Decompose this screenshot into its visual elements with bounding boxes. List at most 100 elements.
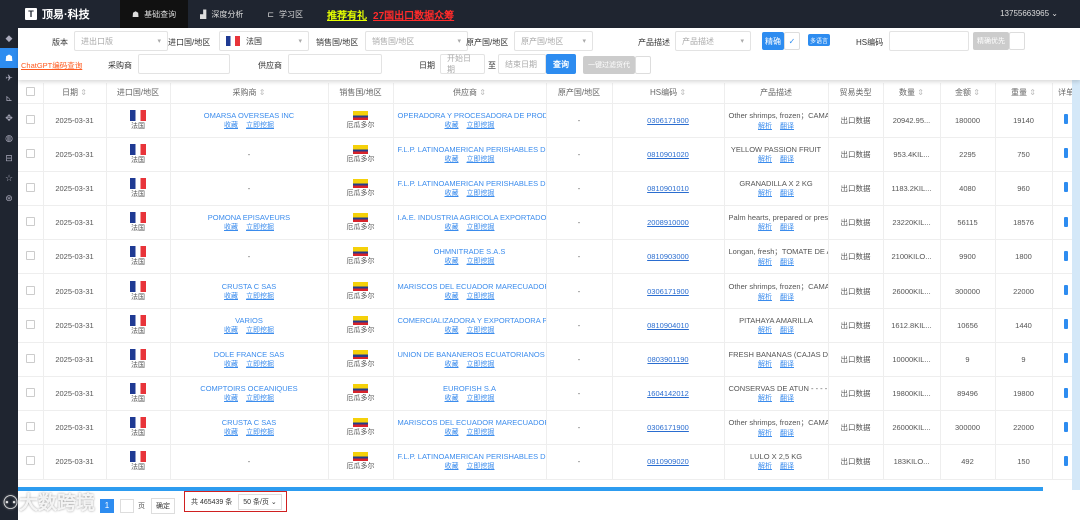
checkbox[interactable] [25,319,35,329]
favorite-link[interactable]: 收藏 [444,121,459,129]
favorite-link[interactable]: 收藏 [444,155,459,163]
exact-first-toggle[interactable]: 精确优先 [973,32,1009,50]
translate-link[interactable]: 翻译 [780,463,794,471]
mine-link[interactable]: 立即挖掘 [466,189,495,197]
user-search-icon[interactable]: ☗ [0,48,18,68]
favorite-link[interactable]: 收藏 [224,121,238,129]
detail-button[interactable] [1064,148,1068,159]
nav-basic-query[interactable]: ☗ 基础查询 [120,0,189,28]
detail-button[interactable] [1064,387,1068,398]
supplier-input[interactable] [288,54,382,74]
column-header[interactable]: 采购商 ⇕ [170,83,329,104]
mine-link[interactable]: 立即挖掘 [246,292,274,300]
hs-code-link[interactable]: 0810903000 [647,252,689,262]
chart-icon[interactable]: ⊾ [5,92,13,103]
page-size-select[interactable]: 50 条/页 ⌄ [238,493,282,510]
origin-country-select[interactable]: 原产国/地区 ▾ [514,31,593,51]
favorite-link[interactable]: 收藏 [444,395,459,403]
favorite-link[interactable]: 收藏 [224,395,238,403]
supplier-link[interactable]: OHMNITRADE S.A.S [433,247,506,257]
column-header[interactable]: 日期 ⇕ [43,83,107,104]
mine-link[interactable]: 立即挖掘 [246,395,274,403]
page-1-button[interactable]: 1 [100,498,114,513]
import-country-select[interactable]: 法国 ▾ [219,31,309,51]
end-date-input[interactable]: 结束日期 [498,54,546,74]
sort-icon[interactable]: ⇕ [258,88,266,98]
supplier-link[interactable]: OPERADORA Y PROCESADORA DE PRODUCTOS [397,110,546,120]
buyer-link[interactable]: CRUSTA C SAS [221,418,277,428]
buyer-link[interactable]: VARIOS [235,315,263,325]
detail-button[interactable] [1064,114,1068,125]
checkbox[interactable] [25,456,35,466]
column-header[interactable]: 数量 ⇕ [883,83,941,104]
buyer-link[interactable]: OMARSA OVERSEAS INC [203,110,295,120]
mine-link[interactable]: 立即挖掘 [246,121,274,129]
user-menu[interactable]: 13755663965 ⌄ [1000,9,1058,18]
nav-deep-analysis[interactable]: ▟ 深度分析 [188,0,255,28]
buyer-link[interactable]: DOLE FRANCE SAS [213,349,285,359]
checkbox[interactable] [25,87,35,97]
checkbox[interactable] [25,148,35,158]
confirm-button[interactable]: 确定 [151,497,175,514]
supplier-link[interactable]: F.L.P. LATINOAMERICAN PERISHABLES DEL [397,178,546,188]
sort-icon[interactable]: ⇕ [80,88,87,98]
mine-link[interactable]: 立即挖掘 [246,429,274,437]
checkbox[interactable] [25,114,35,124]
sales-country-select[interactable]: 销售国/地区 ▾ [365,31,468,51]
side-expand-panel[interactable] [1072,80,1080,490]
hs-code-link[interactable]: 0810904010 [647,320,689,330]
mine-link[interactable]: 立即挖掘 [246,326,274,334]
parse-link[interactable]: 解析 [758,189,772,197]
checkbox[interactable] [25,353,35,363]
header-select-all[interactable] [18,83,44,104]
favorite-link[interactable]: 收藏 [444,326,459,334]
parse-link[interactable]: 解析 [758,326,772,334]
mine-link[interactable]: 立即挖掘 [466,326,495,334]
product-desc-select[interactable]: 产品描述 ▾ [675,31,751,51]
promo-referral-link[interactable]: 推荐有礼 [327,10,368,22]
handshake-icon[interactable]: ✥ [5,112,13,123]
mine-link[interactable]: 立即挖掘 [466,155,495,163]
favorite-link[interactable]: 收藏 [444,292,459,300]
detail-button[interactable] [1064,353,1068,364]
cube-icon[interactable]: ◆ [5,32,13,43]
parse-link[interactable]: 解析 [758,122,772,130]
search-button[interactable]: 查询 [546,54,576,74]
plane-icon[interactable]: ✈ [5,72,13,83]
column-header[interactable]: 重量 ⇕ [995,83,1053,104]
favorite-link[interactable]: 收藏 [224,292,238,300]
parse-link[interactable]: 解析 [758,360,772,368]
sort-icon[interactable]: ⇕ [679,88,687,98]
hs-code-link[interactable]: 0810909020 [647,457,689,467]
exact-toggle[interactable]: 精确 [762,32,784,50]
supplier-link[interactable]: I.A.E. INDUSTRIA AGRICOLA EXPORTADORA [397,213,546,223]
favorite-link[interactable]: 收藏 [444,224,459,232]
mine-link[interactable]: 立即挖掘 [466,395,495,403]
mine-link[interactable]: 立即挖掘 [466,360,495,368]
favorite-link[interactable]: 收藏 [444,360,459,368]
buyer-link[interactable]: COMPTOIRS OCEANIQUES [200,384,298,394]
buyer-link[interactable]: POMONA EPISAVEURS [207,213,291,223]
checkbox[interactable] [25,388,35,398]
translate-link[interactable]: 翻译 [780,259,794,267]
hs-code-input[interactable] [889,31,969,51]
promo-crowdfund-link[interactable]: 27国出口数据众筹 [373,10,455,22]
supplier-link[interactable]: COMERCIALIZADORA Y EXPORTADORA PI [397,315,546,325]
translate-link[interactable]: 翻译 [780,189,794,197]
sort-icon[interactable]: ⇕ [973,88,980,98]
sort-icon[interactable]: ⇕ [479,88,486,98]
parse-link[interactable]: 解析 [758,463,772,471]
translate-link[interactable]: 翻译 [780,224,794,232]
detail-button[interactable] [1064,421,1068,432]
detail-button[interactable] [1064,216,1068,227]
hs-code-link[interactable]: 0810901010 [647,183,689,193]
supplier-link[interactable]: F.L.P. LATINOAMERICAN PERISHABLES DEL [397,452,546,462]
chatgpt-code-link[interactable]: ChatGPT编码查询 [21,61,83,70]
translate-link[interactable]: 翻译 [780,395,794,403]
hs-code-link[interactable]: 1604142012 [647,389,689,399]
hs-code-link[interactable]: 0306171900 [647,286,689,296]
settings-icon[interactable]: ⊛ [5,192,13,203]
mine-link[interactable]: 立即挖掘 [466,224,495,232]
detail-button[interactable] [1064,455,1068,466]
favorite-link[interactable]: 收藏 [444,429,459,437]
